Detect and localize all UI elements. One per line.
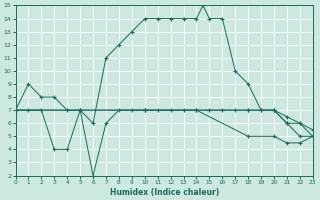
X-axis label: Humidex (Indice chaleur): Humidex (Indice chaleur) (109, 188, 219, 197)
